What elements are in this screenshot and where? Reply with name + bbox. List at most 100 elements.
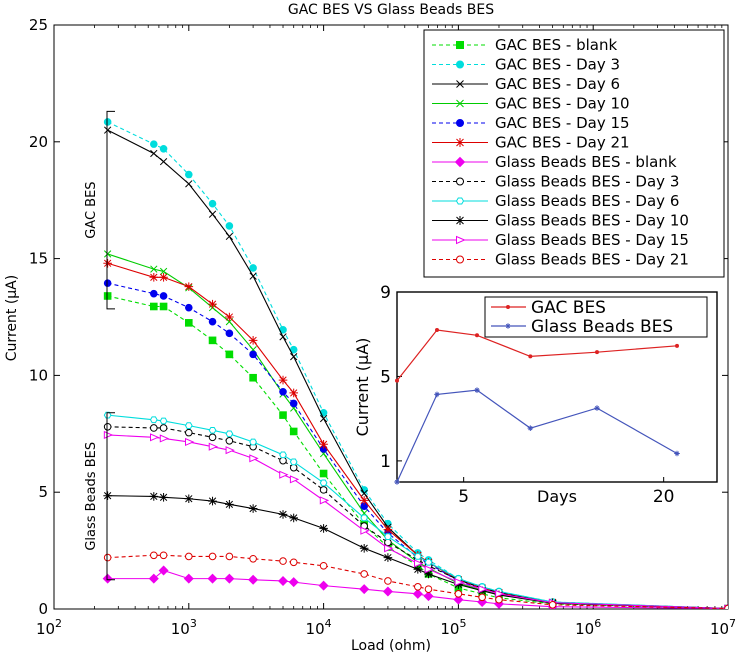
main-x-tick-exponent: 5	[459, 617, 466, 630]
data-point	[103, 491, 112, 501]
data-point	[225, 329, 234, 338]
main-x-tick-base: 10	[710, 620, 729, 638]
main-x-tick-exponent: 6	[594, 617, 601, 630]
main-x-tick-label: 105	[440, 617, 466, 638]
data-point	[224, 573, 235, 584]
legend-marker	[455, 197, 465, 205]
data-point	[454, 590, 463, 598]
legend-item-gac-bes-day-6: GAC BES - Day 6	[432, 75, 620, 93]
data-point	[249, 350, 257, 359]
series-glass-beads-bes-day-15	[103, 430, 728, 609]
data-point	[424, 565, 435, 574]
data-point	[279, 411, 287, 419]
data-point	[150, 424, 158, 432]
data-point	[208, 552, 217, 561]
data-point	[159, 158, 168, 166]
data-point	[208, 426, 217, 434]
data-point	[359, 543, 369, 553]
data-point	[384, 538, 392, 547]
data-point	[289, 458, 298, 466]
inset-data-point	[474, 387, 480, 393]
main-annotations: GAC BES Glass Beads BES	[84, 110, 115, 581]
data-point	[360, 514, 369, 522]
inset-series-group	[394, 328, 680, 485]
main-y-axis-label: Current (μA)	[4, 275, 20, 361]
data-point	[279, 470, 289, 479]
data-point	[289, 513, 298, 523]
data-point	[159, 272, 168, 282]
data-point	[208, 496, 217, 506]
data-point	[208, 336, 217, 345]
legend-marker	[456, 41, 464, 49]
inset-legend-item-glass-beads-bes: Glass Beads BES	[491, 317, 673, 337]
inset-series-line	[396, 329, 678, 382]
data-point	[159, 267, 168, 276]
legend-label: Glass Beads BES - Day 15	[495, 231, 689, 249]
legend-label: GAC BES - blank	[495, 36, 617, 54]
data-point	[208, 317, 217, 326]
inset-data-point	[674, 450, 680, 457]
data-point	[150, 433, 160, 442]
data-point	[103, 250, 112, 258]
data-point	[185, 180, 193, 188]
data-point	[495, 589, 505, 598]
data-point	[249, 264, 257, 272]
legend-marker	[456, 255, 464, 264]
data-point	[102, 573, 113, 584]
main-y-tick-label: 20	[29, 133, 48, 151]
legend-label: Glass Beads BES - Day 6	[495, 192, 679, 210]
data-point	[289, 388, 298, 398]
annotation-label: GAC BES	[84, 181, 99, 238]
inset-y-tick-label: 5	[380, 367, 391, 387]
data-point	[184, 282, 194, 291]
data-point	[185, 437, 195, 447]
data-point	[248, 504, 258, 513]
data-point	[319, 486, 328, 494]
inset-y-ticks: 1 5 9	[380, 283, 402, 472]
inset-legend-label: GAC BES	[531, 298, 606, 318]
data-point	[424, 569, 433, 579]
data-point	[724, 604, 728, 609]
inset-y-tick-label: 9	[380, 283, 391, 303]
data-point	[183, 573, 194, 584]
inset-x-tick-label: 20	[653, 487, 675, 507]
main-x-tick-label: 102	[36, 617, 62, 638]
main-x-axis-label: Load (ohm)	[351, 638, 431, 654]
data-point	[225, 446, 235, 455]
data-point	[208, 199, 217, 208]
data-point	[288, 577, 299, 588]
inset-x-axis-label: Days	[537, 487, 577, 506]
data-point	[360, 489, 368, 498]
data-point	[149, 416, 158, 424]
data-point	[207, 573, 218, 584]
main-x-tick-label: 106	[575, 617, 601, 638]
inset-data-point	[527, 425, 534, 431]
data-point	[319, 414, 328, 423]
legend-item-glass-beads-bes-day-6: Glass Beads BES - Day 6	[432, 192, 679, 210]
main-y-tick-label: 25	[29, 16, 48, 34]
inset-y-axis-label: Current (μA)	[353, 338, 372, 437]
inset-legend-item-gac-bes: GAC BES	[491, 298, 606, 318]
data-point	[159, 145, 168, 153]
main-x-tick-base: 10	[306, 620, 325, 638]
data-point	[384, 544, 394, 553]
data-point	[225, 222, 234, 230]
legend-item-glass-beads-bes-day-3: Glass Beads BES - Day 3	[432, 173, 679, 191]
inset-legend-marker	[506, 305, 510, 309]
data-point	[249, 272, 257, 280]
data-point	[159, 551, 168, 560]
data-point	[208, 433, 217, 442]
data-point	[359, 584, 370, 595]
inset-series-line	[396, 389, 678, 483]
data-point	[248, 336, 258, 345]
data-point	[248, 574, 259, 585]
legend-marker	[456, 119, 464, 127]
data-point	[208, 442, 219, 451]
data-point	[103, 292, 112, 300]
legend-marker	[456, 60, 464, 69]
legend-label: GAC BES - Day 10	[495, 95, 630, 113]
